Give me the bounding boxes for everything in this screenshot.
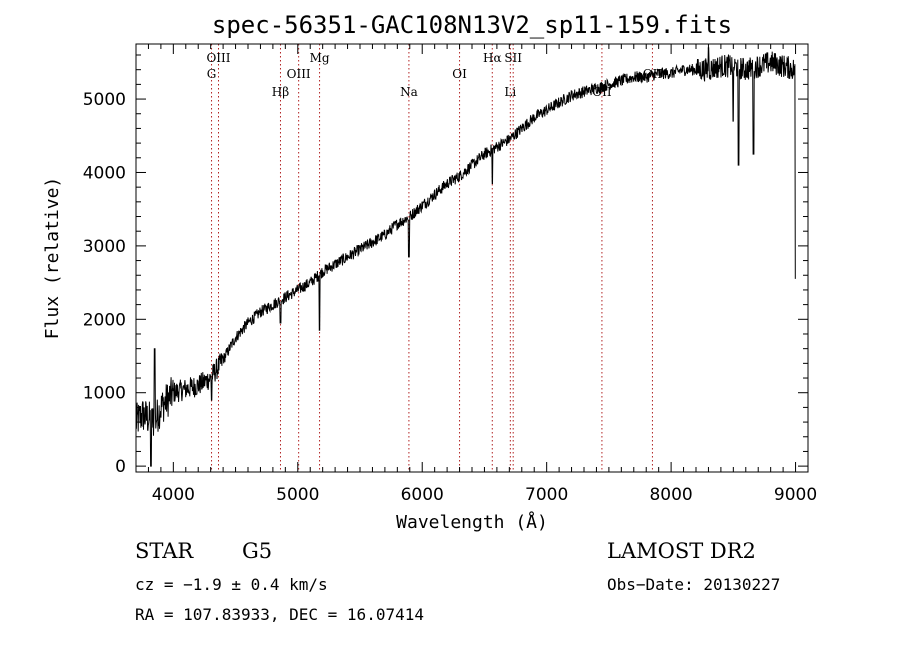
obs-date: Obs−Date: 20130227 (607, 575, 780, 594)
spectrum-line (135, 47, 796, 467)
x-tick-label: 6000 (401, 485, 444, 505)
spectral-line-label: OI (452, 67, 467, 81)
spectral-line-label: Hβ (272, 85, 289, 99)
y-tick-labels: 0 1000 2000 3000 4000 5000 (83, 90, 126, 477)
axis-ticks (135, 44, 809, 472)
x-tick-labels: 4000 5000 6000 7000 8000 9000 (152, 485, 817, 505)
y-tick-label: 0 (115, 457, 126, 477)
redshift-text: cz = −1.9 ± 0.4 km/s (135, 575, 328, 594)
spectral-line-label: Li (504, 85, 516, 99)
y-tick-label: 4000 (83, 163, 126, 183)
y-tick-label: 5000 (83, 90, 126, 110)
spectral-line-label: OIII (206, 51, 230, 65)
y-axis-label: Flux (relative) (42, 177, 63, 340)
y-tick-label: 3000 (83, 237, 126, 257)
x-tick-label: 8000 (649, 485, 692, 505)
spectral-line-label: SII (504, 51, 522, 65)
x-axis-label: Wavelength (Å) (396, 511, 548, 533)
chart-title: spec-56351-GAC108N13V2_sp11-159.fits (212, 11, 732, 39)
spectral-line-label: G (207, 67, 217, 81)
coordinates: RA = 107.83933, DEC = 16.07414 (135, 605, 424, 624)
survey-name: LAMOST DR2 (607, 539, 756, 563)
plot-frame (135, 43, 809, 473)
x-tick-label: 4000 (152, 485, 195, 505)
spectral-line-label: OIII (287, 67, 311, 81)
x-tick-label: 9000 (774, 485, 817, 505)
x-tick-label: 5000 (276, 485, 319, 505)
x-tick-label: 7000 (525, 485, 568, 505)
y-tick-label: 2000 (83, 310, 126, 330)
y-tick-label: 1000 (83, 384, 126, 404)
object-class: STAR (135, 539, 194, 563)
object-subclass: G5 (242, 539, 272, 563)
spectral-line-label: Mg (310, 51, 330, 65)
spectral-line-label: Na (400, 85, 418, 99)
spectral-line-label: Hα (483, 51, 502, 65)
